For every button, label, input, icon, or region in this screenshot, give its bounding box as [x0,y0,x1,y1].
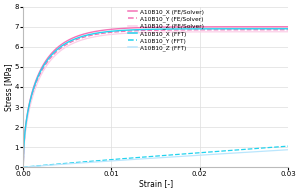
A10B10_Z (FE/Solver) [198,31,202,33]
A10B10_Y (FE/Solver) [198,29,202,31]
A10B10_Z (FE/Solver) [177,31,181,33]
A10B10_Y (FE/Solver) [286,29,290,31]
A10B10_X (FE/Solver) [21,166,25,168]
A10B10_X (FFT) [21,166,25,168]
A10B10_Z (FFT) [177,155,181,158]
A10B10_Y (FE/Solver) [221,29,224,31]
A10B10_Y (FFT) [286,145,290,147]
A10B10_Y (FE/Solver) [89,34,93,36]
A10B10_X (FE/Solver) [198,26,202,28]
A10B10_X (FFT) [141,28,145,31]
A10B10_Z (FE/Solver) [68,44,72,46]
A10B10_Y (FFT) [21,166,25,168]
A10B10_X (FFT) [177,28,181,30]
Y-axis label: Stress [MPa]: Stress [MPa] [4,63,13,111]
A10B10_Z (FE/Solver) [21,166,25,168]
A10B10_Y (FFT) [141,156,145,158]
A10B10_Y (FE/Solver) [177,29,181,31]
A10B10_Z (FE/Solver) [141,31,145,34]
Line: A10B10_X (FFT): A10B10_X (FFT) [23,29,288,167]
Legend: A10B10_X (FE/Solver), A10B10_Y (FE/Solver), A10B10_Z (FE/Solver), A10B10_X (FFT): A10B10_X (FE/Solver), A10B10_Y (FE/Solve… [127,8,205,52]
A10B10_Y (FFT) [177,153,181,156]
A10B10_Y (FE/Solver) [68,41,72,44]
A10B10_Z (FFT) [21,166,25,168]
A10B10_Z (FFT) [286,149,290,151]
A10B10_Z (FE/Solver) [221,31,224,33]
A10B10_Y (FE/Solver) [141,29,145,32]
X-axis label: Strain [-]: Strain [-] [139,179,173,188]
A10B10_X (FE/Solver) [68,38,72,41]
A10B10_X (FE/Solver) [141,26,145,29]
A10B10_X (FE/Solver) [286,26,290,28]
A10B10_X (FE/Solver) [177,26,181,28]
A10B10_Z (FE/Solver) [286,31,290,33]
A10B10_X (FFT) [286,28,290,30]
A10B10_X (FE/Solver) [89,31,93,33]
A10B10_Z (FFT) [89,161,93,163]
A10B10_X (FFT) [198,28,202,30]
Line: A10B10_X (FE/Solver): A10B10_X (FE/Solver) [23,27,288,167]
Line: A10B10_Y (FFT): A10B10_Y (FFT) [23,146,288,167]
Line: A10B10_Z (FE/Solver): A10B10_Z (FE/Solver) [23,32,288,167]
A10B10_Z (FFT) [221,153,224,155]
A10B10_Z (FFT) [141,158,145,160]
A10B10_X (FE/Solver) [221,26,224,28]
A10B10_Y (FFT) [68,162,72,164]
Line: A10B10_Z (FFT): A10B10_Z (FFT) [23,150,288,167]
A10B10_Y (FFT) [221,150,224,152]
A10B10_Y (FE/Solver) [21,166,25,168]
A10B10_X (FFT) [89,33,93,35]
A10B10_X (FFT) [221,28,224,30]
Line: A10B10_Y (FE/Solver): A10B10_Y (FE/Solver) [23,30,288,167]
A10B10_X (FFT) [68,40,72,42]
A10B10_Y (FFT) [198,151,202,154]
A10B10_Y (FFT) [89,160,93,162]
A10B10_Z (FFT) [68,163,72,165]
A10B10_Z (FE/Solver) [89,36,93,39]
A10B10_Z (FFT) [198,154,202,156]
